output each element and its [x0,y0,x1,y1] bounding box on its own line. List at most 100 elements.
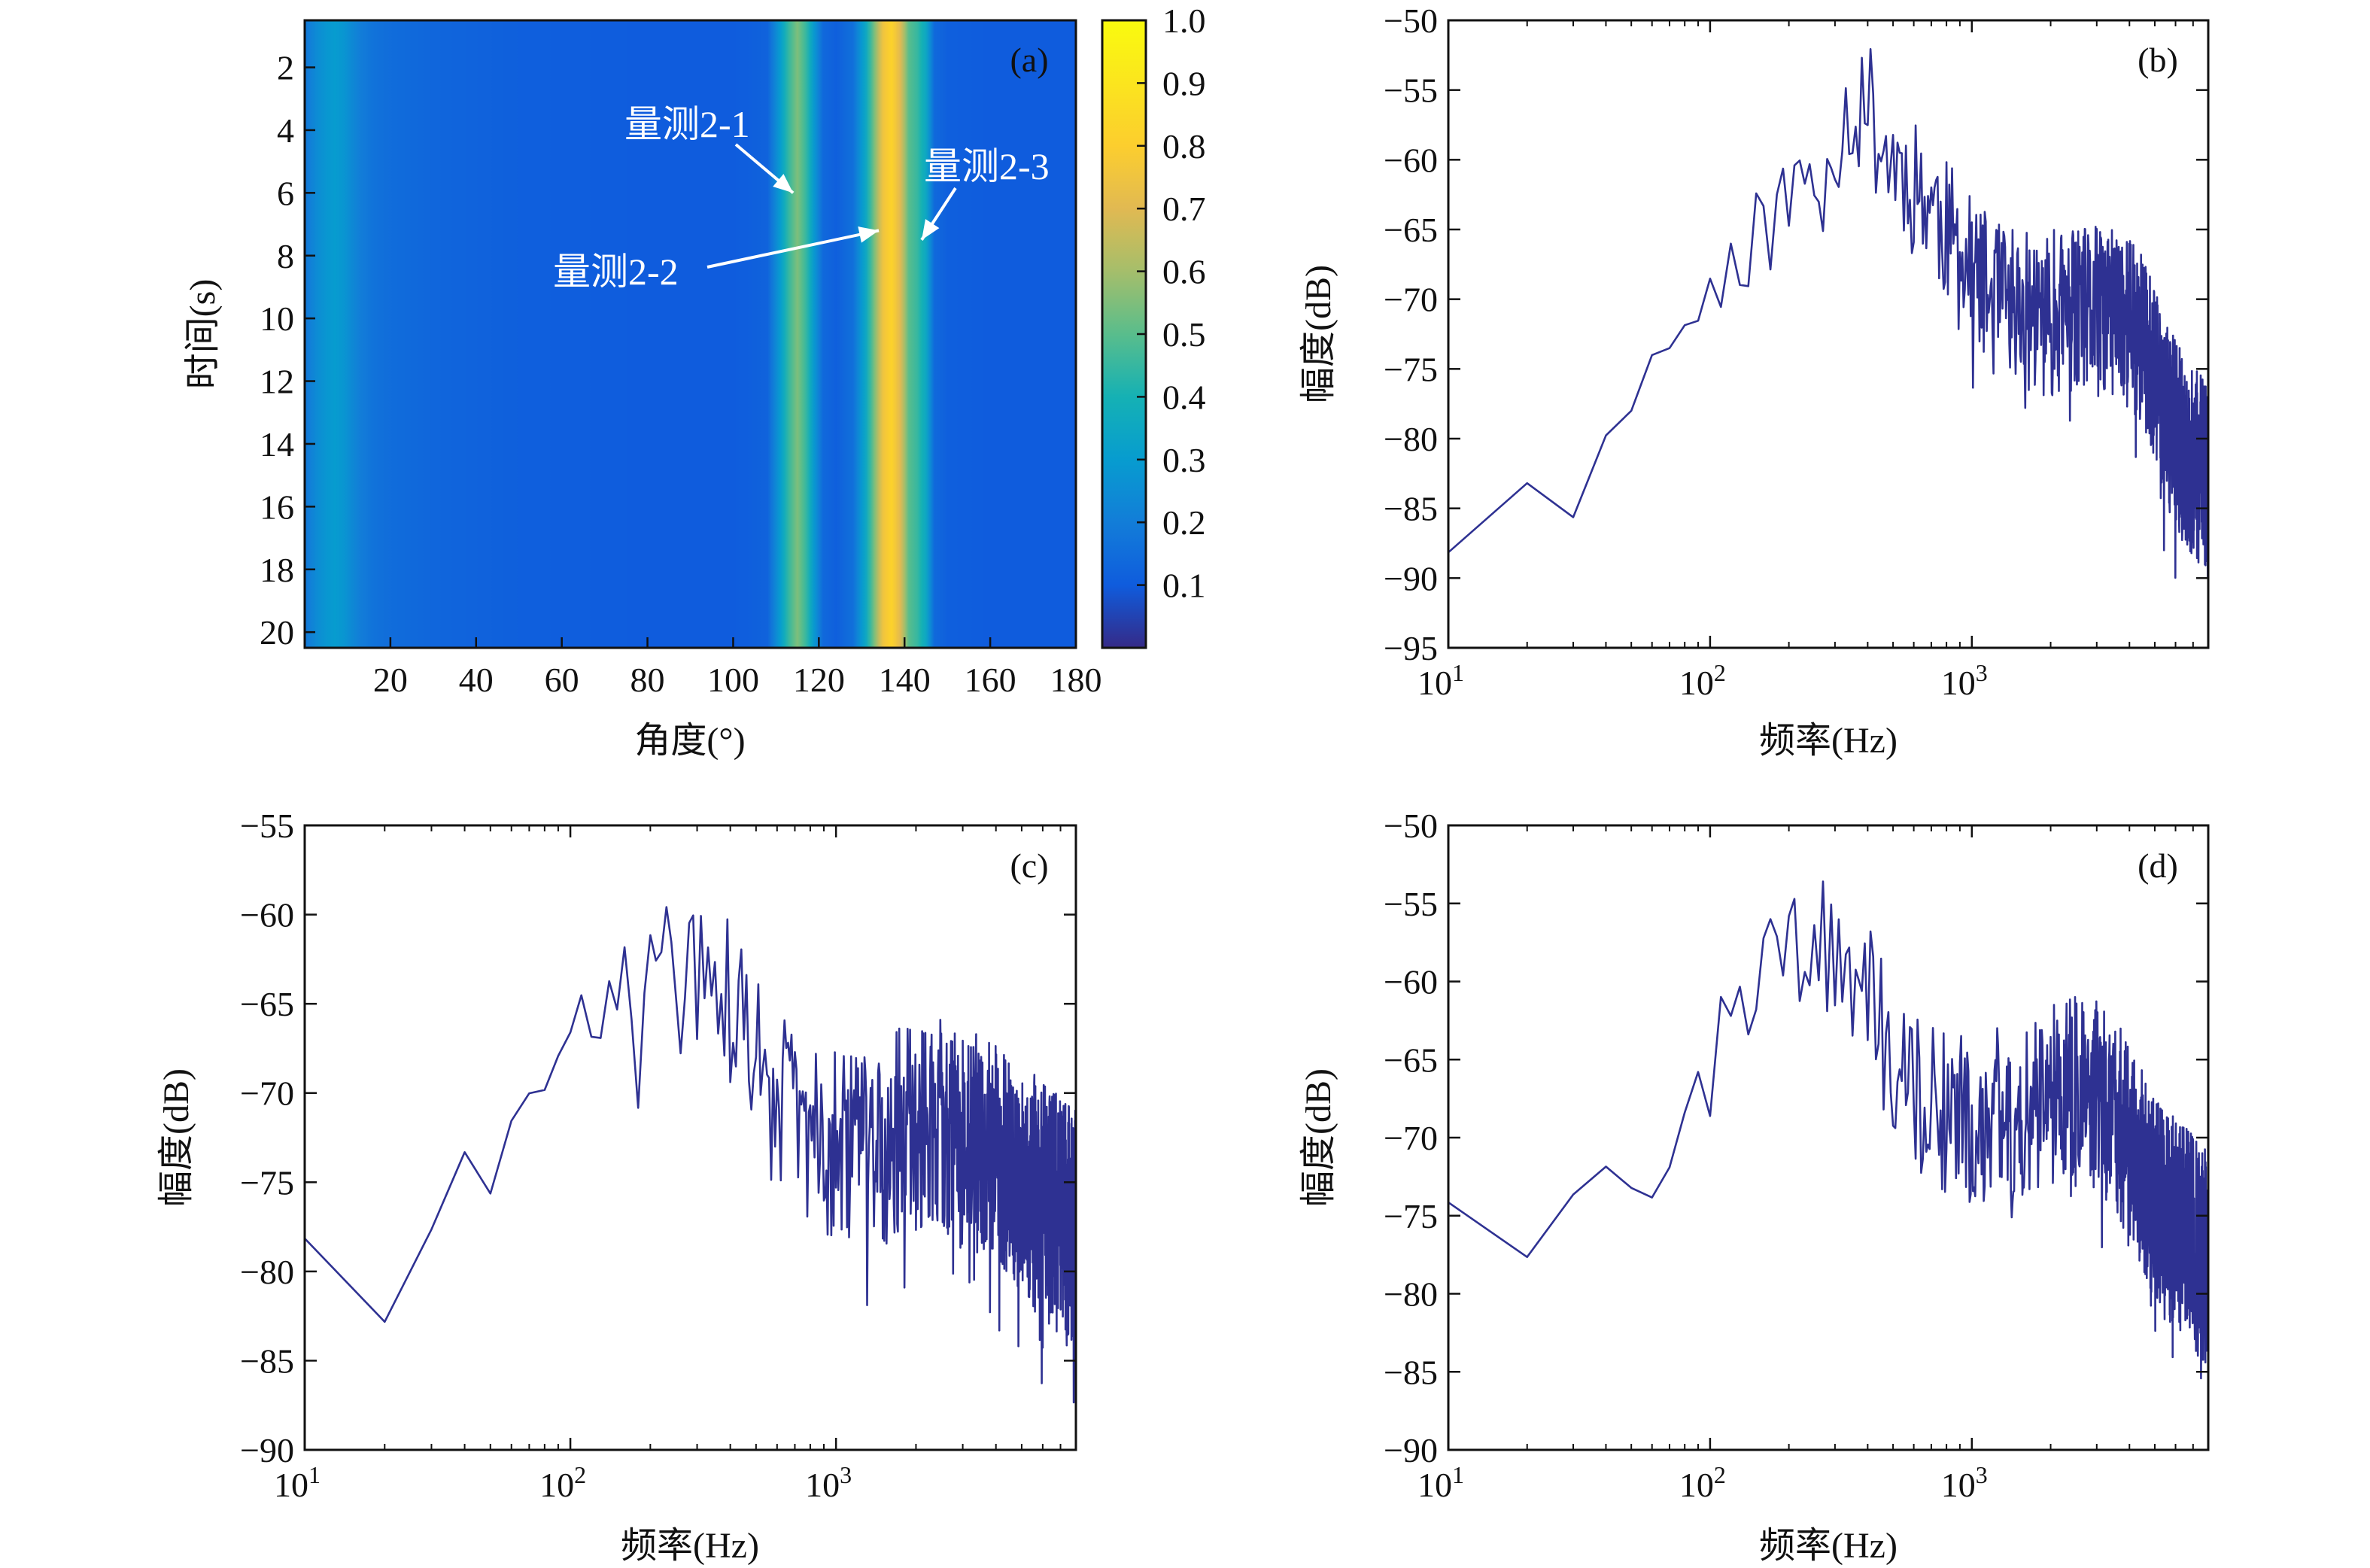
panel-c-axes: 101 102 103 −90 −85 −80 −75 −70 −65 −60 −55 [240,807,1077,1504]
panel-b-x-axis-label: 频率(Hz) [1759,721,1898,761]
y-tick-label: −85 [240,1342,294,1380]
heatmap-x-axis-label: 角度(°) [634,721,745,761]
heatmap-y-tick-label: 12 [260,363,294,401]
heatmap-y-tick-label: 16 [260,488,294,526]
panel-b-frame [1447,19,2210,649]
x-tick-label: 102 [1679,659,1726,702]
panel-c-y-axis-label: 幅度(dB) [156,1068,196,1207]
x-tick-label: 103 [805,1461,852,1504]
y-tick-label: −50 [1384,807,1438,845]
y-tick-label: −75 [1384,350,1438,388]
y-tick-label: −90 [1384,1431,1438,1469]
heatmap-x-tick-label: 180 [1050,661,1102,699]
annotation-arrow-head [858,226,880,243]
colorbar-tick-label: 0.1 [1162,567,1206,605]
panel-b: 101 102 103−95−90−85−80−75−70−65−60−55−50 … [1299,2,2210,761]
y-tick-label: −90 [240,1431,294,1469]
y-tick-label: −65 [1384,211,1438,249]
annotation-label: 量测2-3 [924,145,1050,187]
heatmap-y-tick-label: 8 [277,237,294,275]
panel-d-axes: 101 102 103 −90 −85 −80 −75 −70 −65 −60 −55 −50 [1384,807,2209,1504]
y-tick-label: −60 [1384,141,1438,179]
y-tick-label: −60 [1384,963,1438,1001]
heatmap-y-tick-label: 4 [277,111,294,150]
y-tick-label: −75 [240,1163,294,1202]
heatmap-y-tick-label: 18 [260,551,294,589]
heatmap-x-tick-label: 140 [879,661,931,699]
y-tick-label: −80 [1384,1275,1438,1314]
colorbar-tick-label: 0.9 [1162,64,1206,102]
spectrum-line [1448,880,2208,1380]
annotation-arrow-head [773,174,794,193]
y-tick-label: −55 [1384,885,1438,923]
y-tick-label: −80 [240,1253,294,1291]
y-tick-label: −60 [240,896,294,934]
colorbar-tick-label: 0.2 [1162,503,1206,542]
colorbar-tick-label: 0.7 [1162,190,1206,228]
heatmap-y-tick-label: 2 [277,49,294,87]
heatmap-x-tick-label: 160 [965,661,1016,699]
colorbar-tick-label: 0.6 [1162,253,1206,291]
heatmap-annotations: 量测2-1 量测2-2 量测2-3 [553,103,1050,293]
y-tick-label: −70 [240,1074,294,1113]
heatmap-axes: 20 40 60 80 100 120 140 160 180 2 4 6 8 10 12 14 16 18 20 [260,49,1102,699]
panel-d: 101 102 103 −90 −85 −80 −75 −70 −65 −60 −55 −50 (d)… [1299,807,2210,1566]
heatmap-x-tick-label: 20 [373,661,408,699]
colorbar-tick-label: 0.4 [1162,378,1206,416]
y-tick-label: −65 [1384,1041,1438,1079]
heatmap-x-tick-label: 120 [793,661,845,699]
y-tick-label: −85 [1384,1353,1438,1391]
heatmap-x-tick-label: 40 [459,661,494,699]
x-tick-label: 101 [1417,1461,1464,1504]
panel-c-frame [303,824,1077,1451]
annotation-label: 量测2-1 [624,103,750,145]
y-tick-label: −50 [1384,2,1438,40]
spectrum-line [1448,47,2208,579]
heatmap-frame [303,19,1077,649]
y-tick-label: −90 [1384,559,1438,597]
spectrum-d [1448,880,2208,1380]
annotation-arrow-line [706,229,880,269]
spectrum-b [1448,47,2208,579]
colorbar-tick-label: 0.3 [1162,441,1206,479]
x-tick-label: 102 [1679,1461,1726,1504]
panel-c-x-axis-label: 频率(Hz) [621,1526,759,1566]
y-tick-label: −70 [1384,281,1438,319]
spectrum-line [305,906,1076,1404]
y-tick-label: −75 [1384,1197,1438,1235]
x-tick-label: 103 [1941,1461,1988,1504]
x-tick-label: 101 [274,1461,321,1504]
heatmap-x-tick-label: 60 [545,661,579,699]
heatmap-y-tick-label: 20 [260,613,294,652]
panel-b-axes: 101 102 103 −95 −90 −85 −80 −75 −70 −65 −60 −55 −50 [1384,2,2209,702]
heatmap-y-tick-label: 10 [260,299,294,338]
colorbar-tick-label: 0.5 [1162,315,1206,354]
colorbar-tick-label: 0.8 [1162,127,1206,166]
heatmap [305,20,1076,648]
y-tick-label: −95 [1384,629,1438,667]
y-tick-label: −65 [240,985,294,1023]
panel-c-label: (c) [1010,846,1048,885]
x-tick-label: 101 [1417,659,1464,702]
y-tick-label: −55 [1384,71,1438,110]
heatmap-x-tick-label: 80 [630,661,665,699]
colorbar-tick-label: 1.0 [1162,2,1206,40]
panel-d-label: (d) [2138,846,2178,885]
heatmap-y-tick-label: 14 [260,425,294,463]
x-tick-label: 102 [539,1461,586,1504]
heatmap-panel-label: (a) [1010,41,1048,79]
panel-c: 101 102 103 −90 −85 −80 −75 −70 −65 −60 −55 (c) 频率… [156,807,1077,1566]
colorbar-ticks: 0.1 0.2 0.3 0.4 0.5 0.6 0.7 0.8 0.9 1.0 [1137,2,1206,605]
y-tick-label: −80 [1384,420,1438,458]
y-tick-label: −85 [1384,490,1438,528]
y-tick-label: −70 [1384,1119,1438,1157]
heatmap-y-axis-label: 时间(s) [183,279,223,390]
panel-b-label: (b) [2138,41,2178,79]
y-tick-label: −55 [240,807,294,845]
heatmap-x-tick-label: 100 [707,661,759,699]
x-tick-label: 103 [1941,659,1988,702]
annotation-label: 量测2-2 [553,251,679,293]
panel-b-y-axis-label: 幅度(dB) [1299,265,1338,403]
panel-d-y-axis-label: 幅度(dB) [1299,1068,1338,1207]
